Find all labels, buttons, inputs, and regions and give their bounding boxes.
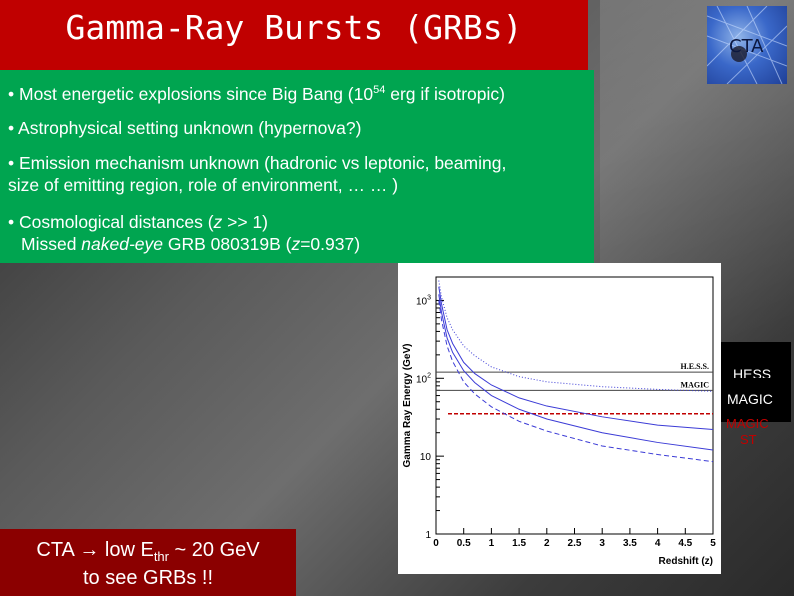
cta-text-a: CTA — [36, 539, 80, 561]
ebl-curve-1 — [438, 286, 714, 430]
bullet-4-line1-b: >> 1) — [222, 212, 269, 232]
bullet-1-text: Most energetic explosions since Big Bang… — [19, 83, 374, 104]
y-tick-label: 102 — [416, 372, 431, 385]
title-banner: Gamma-Ray Bursts (GRBs) — [0, 0, 588, 70]
bullet-4-z2: z — [291, 234, 301, 254]
bullet-box: • Most energetic explosions since Big Ba… — [0, 70, 594, 263]
legend-magic-st-label-2: ST — [740, 432, 757, 447]
bullet-4-line2-a: Missed — [21, 234, 82, 254]
bullet-4-line2-b: GRB 080319B ( — [163, 234, 292, 254]
cta-text-c: ~ 20 GeV — [168, 539, 260, 561]
y-tick-label: 103 — [416, 294, 431, 307]
bullet-4-naked-eye: naked-eye — [81, 234, 164, 254]
x-tick-label: 2 — [544, 538, 550, 549]
logo-pattern — [707, 6, 787, 84]
x-tick-label: 0.5 — [457, 538, 471, 549]
bullet-3: • Emission mechanism unknown (hadronic v… — [8, 152, 506, 196]
bullet-1-text-end: erg if isotropic) — [385, 83, 505, 104]
cta-text-b: low E — [99, 539, 154, 561]
x-tick-label: 1.5 — [512, 538, 526, 549]
threshold-label: H.E.S.S. — [681, 362, 709, 371]
x-tick-label: 3 — [599, 538, 605, 549]
legend-magic-st-label: MAGIC — [726, 416, 769, 431]
arrow-right-icon: → — [79, 539, 100, 561]
bullet-dot-icon: • — [8, 118, 19, 138]
bullet-4-line2-c: =0.937) — [300, 234, 361, 254]
logo-text: CTA — [729, 36, 764, 57]
chart-panel: 0 0.5 1 1.5 2 2.5 3 3.5 4 4.5 5 103 102 10 1 H.E.S.S. MA… — [398, 263, 721, 574]
bullet-3-line1: Emission mechanism unknown (hadronic vs … — [19, 153, 507, 173]
cta-callout-box: CTA → low Ethr ~ 20 GeV to see GRBs !! — [0, 529, 296, 596]
cta-line-1: CTA → low Ethr ~ 20 GeV — [0, 539, 296, 564]
x-axis-label: Redshift (z) — [659, 556, 713, 567]
y-axis-label: Gamma Ray Energy (GeV) — [402, 344, 413, 468]
bullet-1: • Most energetic explosions since Big Ba… — [8, 79, 505, 105]
x-tick-label: 1 — [489, 538, 495, 549]
cta-logo: CTA — [707, 6, 787, 84]
x-tick-label: 5 — [710, 538, 716, 549]
bullet-1-exponent: 54 — [373, 84, 386, 96]
bullet-2-text: Astrophysical setting unknown (hypernova… — [18, 118, 362, 138]
bullet-4-z: z — [213, 212, 223, 232]
slide-title: Gamma-Ray Bursts (GRBs) — [65, 8, 523, 47]
x-tick-label: 3.5 — [623, 538, 637, 549]
ebl-curve-4 — [438, 300, 714, 463]
ebl-curve-3 — [438, 280, 714, 392]
bullet-dot-icon: • — [8, 153, 19, 173]
ebl-curve-2 — [438, 294, 714, 451]
x-tick-label: 4 — [655, 538, 661, 549]
threshold-label: MAGIC — [681, 380, 710, 389]
cta-line-2: to see GRBs !! — [82, 567, 214, 589]
y-tick-label: 1 — [425, 530, 431, 541]
bullet-dot-icon: • — [8, 83, 19, 104]
bullet-4-line1-a: Cosmological distances ( — [19, 212, 214, 232]
legend-magic-box: MAGIC — [721, 378, 791, 422]
bullet-2: • Astrophysical setting unknown (hyperno… — [8, 117, 361, 139]
y-tick-label: 10 — [420, 452, 432, 463]
bullet-4: • Cosmological distances (z >> 1) Missed… — [8, 211, 360, 255]
x-tick-label: 4.5 — [678, 538, 692, 549]
cta-subscript: thr — [153, 549, 169, 564]
legend-hess-box: HESS — [721, 342, 791, 382]
plot-frame — [435, 276, 714, 535]
x-tick-label: 2.5 — [568, 538, 582, 549]
legend-magic-label: MAGIC — [727, 391, 773, 407]
x-tick-label: 0 — [433, 538, 439, 549]
bullet-3-line2: size of emitting region, role of environ… — [8, 175, 399, 195]
bullet-dot-icon: • — [8, 212, 19, 232]
grb-energy-chart: 0 0.5 1 1.5 2 2.5 3 3.5 4 4.5 5103102101H.E.S.S.MA… — [402, 276, 716, 567]
